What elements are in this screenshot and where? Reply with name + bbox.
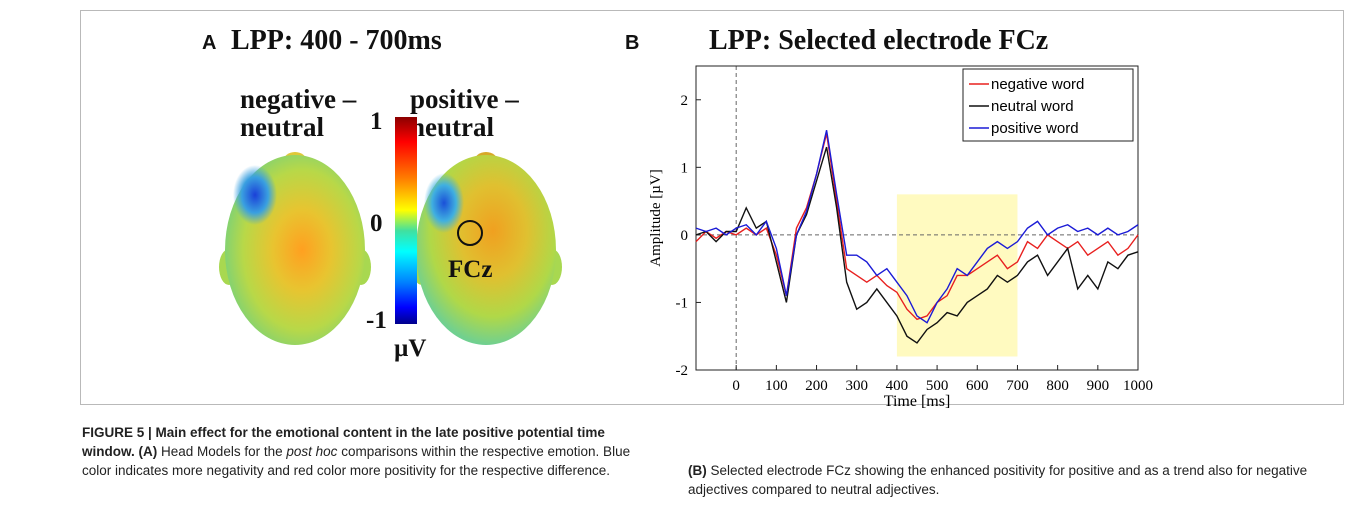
colorbar-min-label: -1	[366, 307, 387, 334]
head-right	[412, 152, 562, 345]
x-tick-label: 0	[732, 378, 740, 394]
caption-right-column: (B) Selected electrode FCz showing the e…	[688, 461, 1338, 499]
x-tick-label: 400	[886, 378, 909, 394]
head-right-svg	[412, 152, 562, 345]
x-tick-label: 300	[845, 378, 868, 394]
plot-area-box	[695, 65, 1139, 371]
caption-left-column: FIGURE 5 | Main effect for the emotional…	[82, 423, 642, 480]
x-tick-label: 700	[1006, 378, 1029, 394]
y-axis-ticks: -2 -1 0 1 2	[676, 93, 701, 379]
legend: negative word neutral word positive word	[962, 68, 1134, 142]
head-left	[219, 152, 371, 345]
erp-line-chart: -2 -1 0 1 2 0 100 200 300 400 500 600 700 800 900 1000…	[648, 65, 1153, 410]
x-tick-label: 900	[1087, 378, 1110, 394]
caption-text-b: Selected electrode FCz showing the enhan…	[688, 463, 1308, 497]
x-axis-ticks: 0 100 200 300 400 500 600 700 800 900 1000	[732, 365, 1153, 394]
y-tick-label: -1	[676, 295, 689, 311]
colorbar-mid-label: 0	[370, 210, 383, 237]
panel-a-letter: A	[202, 32, 217, 54]
head-models-svg	[219, 152, 371, 345]
caption-text-a-2: comparisons within the respective emotio…	[82, 444, 631, 478]
colorbar-max-label: 1	[370, 108, 383, 135]
y-tick-label: 1	[681, 160, 689, 176]
x-axis-label: Time [ms]	[884, 393, 951, 410]
panel-a-title: LPP: 400 - 700ms	[231, 25, 442, 56]
x-tick-label: 200	[805, 378, 828, 394]
legend-label: neutral word	[991, 98, 1074, 115]
x-tick-label: 800	[1046, 378, 1069, 394]
caption-text-a-italic: post hoc	[286, 444, 338, 459]
y-tick-label: 0	[681, 228, 689, 244]
electrode-label: FCz	[448, 256, 493, 283]
y-tick-label: 2	[681, 93, 689, 109]
head-left-label: negative – neutral	[240, 85, 356, 141]
caption-text-a-1: Head Models for the	[161, 444, 283, 459]
legend-box	[962, 68, 1134, 142]
series-lines	[695, 130, 1139, 344]
y-axis-label: Amplitude [µV]	[648, 169, 664, 266]
head-right-label: positive – neutral	[410, 85, 519, 141]
caption-label-b: (B)	[688, 463, 707, 478]
panel-b-letter: B	[625, 32, 640, 54]
colorbar	[395, 117, 417, 324]
caption-label-a: (A)	[138, 444, 158, 459]
head-right-label-line2: neutral	[410, 112, 494, 142]
series-line-neutral-word	[695, 146, 1139, 344]
series-line-positive-word	[695, 130, 1139, 324]
legend-label: negative word	[991, 76, 1084, 93]
x-tick-label: 100	[765, 378, 788, 394]
x-tick-label: 500	[926, 378, 949, 394]
x-tick-label: 1000	[1123, 378, 1153, 394]
panel-b-title: LPP: Selected electrode FCz	[709, 25, 1049, 56]
fcz-electrode-marker	[457, 220, 483, 246]
caption-heading: FIGURE 5 | Main effect for the emotional…	[82, 425, 605, 459]
head-left-label-line1: negative –	[240, 84, 357, 114]
head-left-label-line2: neutral	[240, 112, 324, 142]
x-tick-label: 600	[966, 378, 989, 394]
legend-label: positive word	[991, 120, 1079, 137]
colorbar-unit-label: µV	[394, 335, 427, 362]
y-tick-label: -2	[676, 363, 689, 379]
head-right-label-line1: positive –	[410, 84, 519, 114]
figure-frame	[80, 10, 1344, 405]
